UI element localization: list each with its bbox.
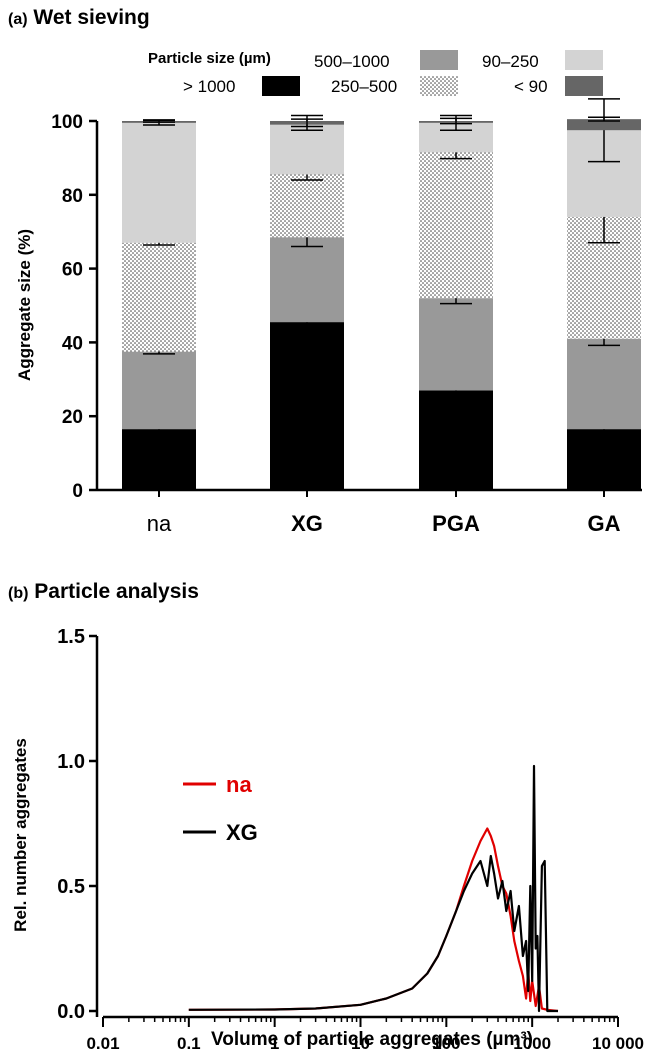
x-tick-label: 10 000 <box>592 1034 644 1053</box>
bar-segment <box>270 124 344 175</box>
y-tick-label: 20 <box>62 407 83 428</box>
bar-segment <box>122 351 196 430</box>
x-tick-label: PGA <box>432 511 480 536</box>
legend-title: Particle size (µm) <box>148 50 271 67</box>
y-axis-label: Rel. number aggregates <box>11 738 30 932</box>
x-tick-label: 1 <box>270 1034 279 1053</box>
series-line-na <box>188 827 559 1013</box>
legend-label: < 90 <box>514 77 548 96</box>
x-tick-label: 1000 <box>513 1034 551 1053</box>
legend-swatch <box>262 76 300 96</box>
bar-segment <box>567 119 641 131</box>
panel-a-title-text: Wet sieving <box>33 6 150 29</box>
bar-segment <box>567 338 641 430</box>
y-axis-label: Aggregate size (%) <box>15 229 34 381</box>
bar-segment <box>122 242 196 352</box>
legend-swatch <box>565 76 603 96</box>
x-tick-label: 100 <box>432 1034 460 1053</box>
y-tick-label: 100 <box>51 112 83 133</box>
bar-segment <box>419 152 493 299</box>
bar-chart-a: na XG PGA GA 0 20 40 60 80 100 Aggregate size (%) <box>15 50 642 536</box>
bar-segment <box>122 429 196 490</box>
y-tick-label: 60 <box>62 260 83 281</box>
legend-label: XG <box>226 820 258 845</box>
y-tick-label: 0.5 <box>57 876 85 898</box>
y-tick-label: 40 <box>62 333 83 354</box>
y-tick-label: 1.0 <box>57 751 85 773</box>
y-tick-label: 0 <box>72 481 83 502</box>
panel-a-title: (a) Wet sieving <box>8 6 150 30</box>
y-tick-label: 80 <box>62 186 83 207</box>
bar-segment <box>567 429 641 490</box>
bar-segment <box>419 390 493 490</box>
legend-label: na <box>226 772 252 797</box>
panel-a-tag: (a) <box>8 11 28 28</box>
legend-label: > 1000 <box>183 77 236 96</box>
line-chart-b: 0.0 0.5 1.0 1.5 0.01 0.1 1 10 100 1000 10 000 Volum… <box>11 626 644 1053</box>
bar-segment <box>419 298 493 391</box>
x-tick-label: XG <box>291 511 323 536</box>
series-line-XG <box>188 764 558 1013</box>
legend-swatch <box>565 50 603 70</box>
legend-label: 250–500 <box>331 77 398 96</box>
x-tick-label: GA <box>588 511 621 536</box>
legend-label: 500–1000 <box>314 52 390 71</box>
y-tick-label: 1.5 <box>57 626 85 648</box>
bar-segment <box>270 174 344 238</box>
x-tick-label: 10 <box>351 1034 370 1053</box>
legend-label: 90–250 <box>482 52 539 71</box>
panel-b-tag: (b) <box>8 585 29 602</box>
panel-b-title-text: Particle analysis <box>34 580 199 603</box>
x-axis-label: Volume of particle aggregates (µm³) <box>211 1029 533 1050</box>
legend-swatch <box>420 50 458 70</box>
x-tick-label: 0.1 <box>177 1034 201 1053</box>
legend-swatch <box>420 76 458 96</box>
x-tick-label: 0.01 <box>86 1034 119 1053</box>
panel-b-title: (b) Particle analysis <box>8 580 199 604</box>
bar-segment <box>270 237 344 323</box>
x-tick-label: na <box>147 511 172 536</box>
bar-segment <box>270 322 344 490</box>
bar-segment <box>122 122 196 243</box>
y-tick-label: 0.0 <box>57 1001 85 1023</box>
